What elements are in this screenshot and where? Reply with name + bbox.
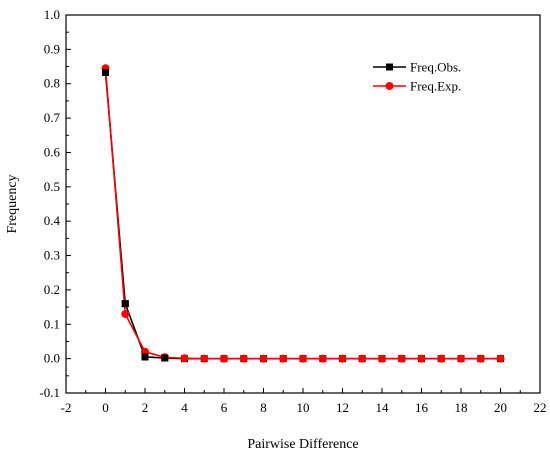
x-axis-title: Pairwise Difference — [247, 437, 358, 452]
data-point — [220, 354, 228, 363]
y-tick-label: -0.1 — [39, 385, 60, 400]
x-tick-label: 14 — [376, 400, 390, 415]
data-point — [496, 354, 505, 363]
data-point — [121, 300, 129, 308]
y-axis-title: Frequency — [5, 174, 20, 233]
data-point — [378, 354, 386, 363]
data-point — [161, 354, 169, 362]
legend-label: Freq.Exp. — [410, 79, 461, 94]
legend-item: Freq.Obs. — [373, 60, 461, 75]
series-line — [104, 68, 501, 360]
legend-marker — [386, 63, 393, 71]
y-tick-label: 0.9 — [44, 41, 60, 56]
legend-item: Freq.Exp. — [373, 79, 461, 94]
y-tick-label: 1.0 — [44, 7, 60, 22]
x-tick-label: 0 — [102, 400, 109, 415]
x-tick-label: 12 — [336, 400, 349, 415]
data-point — [476, 354, 485, 363]
y-tick-label: 0.5 — [44, 179, 60, 194]
series-freq-obs-overlay — [102, 68, 169, 362]
data-point — [180, 354, 189, 363]
y-tick-label: 0.0 — [44, 351, 60, 366]
x-tick-label: 6 — [221, 400, 228, 415]
y-tick-label: 0.6 — [44, 144, 61, 159]
x-tick-label: 8 — [260, 400, 267, 415]
series-freq-exp — [101, 64, 505, 363]
series-line — [104, 72, 501, 360]
x-tick-label: 10 — [297, 400, 310, 415]
x-tick-label: 20 — [494, 400, 507, 415]
y-tick-label: 0.8 — [44, 76, 60, 91]
x-tick-label: -2 — [61, 400, 72, 415]
data-point — [338, 354, 347, 363]
legend: Freq.Obs. Freq.Exp. — [373, 60, 461, 94]
data-point — [358, 354, 367, 363]
data-point — [397, 354, 406, 363]
x-tick-label: 2 — [142, 400, 149, 415]
y-tick-label: 0.7 — [44, 110, 61, 125]
data-point — [259, 354, 268, 363]
y-tick-label: 0.3 — [44, 248, 60, 263]
data-point — [102, 68, 109, 76]
data-point — [239, 354, 248, 363]
y-tick-label: 0.2 — [44, 282, 60, 297]
data-point — [279, 354, 288, 363]
data-point — [437, 354, 446, 363]
data-point — [318, 354, 327, 363]
data-point — [299, 354, 307, 363]
legend-marker — [385, 82, 394, 90]
data-point — [417, 354, 426, 363]
y-tick-label: 0.4 — [44, 213, 61, 228]
series-freq-obs — [102, 68, 504, 363]
x-tick-label: 18 — [455, 400, 468, 415]
series-layer — [101, 64, 505, 363]
x-tick-label: 16 — [415, 400, 429, 415]
x-tick-label: 22 — [534, 400, 547, 415]
data-point — [200, 354, 209, 363]
data-point — [457, 354, 465, 363]
legend-label: Freq.Obs. — [410, 60, 461, 75]
axis-ticks: -2 0 2 4 6 8 10 12 14 16 18 20 22 -0.1 0.0 0.1 0.2 0.3 0.4… — [39, 7, 546, 415]
y-tick-label: 0.1 — [44, 316, 60, 331]
data-point — [141, 353, 149, 361]
x-tick-label: 4 — [181, 400, 188, 415]
data-point — [121, 309, 130, 318]
